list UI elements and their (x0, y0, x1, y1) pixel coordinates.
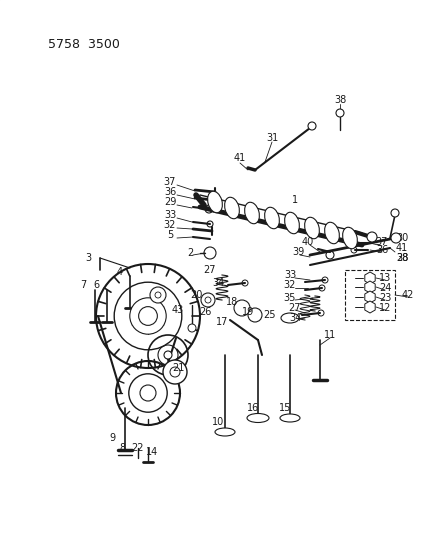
Text: 37: 37 (375, 237, 387, 247)
Circle shape (163, 360, 187, 384)
Text: 18: 18 (225, 297, 238, 307)
Ellipse shape (280, 313, 298, 323)
Ellipse shape (246, 414, 268, 423)
Text: 14: 14 (146, 447, 158, 457)
Text: 29: 29 (164, 197, 176, 207)
Text: 35: 35 (283, 293, 296, 303)
Text: 6: 6 (93, 280, 99, 290)
Circle shape (307, 122, 315, 130)
Text: 8: 8 (119, 443, 125, 453)
Circle shape (366, 232, 376, 242)
Ellipse shape (215, 428, 234, 436)
Text: 28: 28 (395, 253, 407, 263)
Text: 17: 17 (215, 317, 227, 327)
Text: 42: 42 (401, 290, 413, 300)
Text: 20: 20 (190, 290, 202, 300)
Text: 5: 5 (167, 230, 173, 240)
Text: 41: 41 (395, 243, 407, 253)
Ellipse shape (284, 212, 299, 234)
Text: 23: 23 (378, 293, 390, 303)
Text: 10: 10 (211, 417, 224, 427)
Circle shape (335, 109, 343, 117)
Circle shape (201, 293, 215, 307)
Text: 3: 3 (85, 253, 91, 263)
Text: 2: 2 (187, 248, 193, 258)
Circle shape (130, 298, 166, 334)
Text: 1: 1 (291, 195, 297, 205)
Text: 31: 31 (265, 133, 277, 143)
Ellipse shape (342, 227, 357, 249)
Circle shape (248, 308, 262, 322)
Text: 4: 4 (117, 267, 123, 277)
Text: 13: 13 (378, 273, 390, 283)
Ellipse shape (279, 414, 299, 422)
Circle shape (150, 287, 166, 303)
Text: 25: 25 (263, 310, 276, 320)
Text: 34: 34 (211, 278, 224, 288)
Text: 22: 22 (132, 443, 144, 453)
Ellipse shape (264, 207, 279, 229)
Text: 16: 16 (246, 403, 259, 413)
Text: 34: 34 (288, 313, 300, 323)
Text: 43: 43 (172, 305, 184, 315)
Text: 36: 36 (164, 187, 176, 197)
Text: 33: 33 (164, 210, 176, 220)
Text: 5758  3500: 5758 3500 (48, 38, 120, 52)
Text: 27: 27 (288, 303, 301, 313)
Ellipse shape (224, 197, 239, 219)
Ellipse shape (244, 202, 259, 224)
Text: 24: 24 (378, 283, 390, 293)
Text: 33: 33 (283, 270, 296, 280)
Text: 26: 26 (199, 307, 211, 317)
Circle shape (390, 209, 398, 217)
Text: 11: 11 (323, 330, 335, 340)
Text: 38: 38 (333, 95, 345, 105)
Text: 30: 30 (395, 233, 407, 243)
Circle shape (138, 306, 157, 325)
Circle shape (390, 233, 400, 243)
Text: 32: 32 (164, 220, 176, 230)
Circle shape (233, 300, 249, 316)
Text: 41: 41 (233, 153, 245, 163)
Text: 12: 12 (378, 303, 390, 313)
Text: 36: 36 (375, 245, 387, 255)
Circle shape (187, 324, 196, 332)
Text: 37: 37 (164, 177, 176, 187)
Ellipse shape (304, 217, 319, 239)
Text: 21: 21 (171, 363, 184, 373)
Text: 9: 9 (109, 433, 115, 443)
Text: 7: 7 (80, 280, 86, 290)
Text: 38: 38 (395, 253, 407, 263)
Text: 27: 27 (203, 265, 216, 275)
Text: 15: 15 (278, 403, 291, 413)
Circle shape (164, 351, 172, 359)
Text: 32: 32 (283, 280, 296, 290)
Text: 40: 40 (301, 237, 314, 247)
Ellipse shape (324, 222, 339, 244)
Ellipse shape (207, 191, 222, 213)
Text: 39: 39 (291, 247, 303, 257)
Text: 19: 19 (241, 307, 253, 317)
Circle shape (140, 385, 155, 401)
